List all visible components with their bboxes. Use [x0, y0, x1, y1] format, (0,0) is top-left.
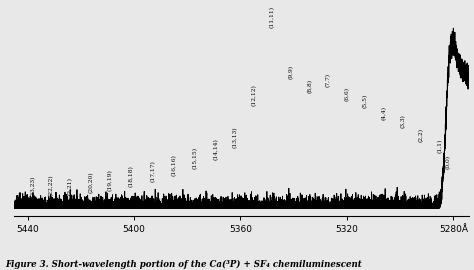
- Text: (11,11): (11,11): [270, 6, 275, 28]
- Text: (9,9): (9,9): [288, 65, 293, 79]
- Text: (17,17): (17,17): [150, 160, 155, 182]
- Text: (19,19): (19,19): [108, 169, 113, 191]
- Text: (8,8): (8,8): [307, 79, 312, 93]
- Text: (20,20): (20,20): [89, 172, 94, 194]
- Text: (7,7): (7,7): [326, 73, 331, 87]
- Text: (1,1): (1,1): [438, 139, 443, 153]
- Text: (15,15): (15,15): [192, 147, 198, 169]
- Text: (4,4): (4,4): [382, 106, 387, 120]
- Text: (12,12): (12,12): [251, 85, 256, 106]
- Text: Figure 3. Short-wavelength portion of the Ca(³P) + SF₄ chemiluminescent: Figure 3. Short-wavelength portion of th…: [5, 259, 362, 269]
- Text: (16,16): (16,16): [171, 154, 176, 176]
- Text: (18,18): (18,18): [129, 165, 134, 187]
- Text: (0,0): (0,0): [446, 155, 451, 169]
- Text: (3,3): (3,3): [400, 114, 405, 128]
- Text: (13,13): (13,13): [233, 126, 237, 147]
- Text: (22,22): (22,22): [49, 175, 54, 197]
- Text: (6,6): (6,6): [344, 86, 349, 100]
- Text: (2,2): (2,2): [419, 127, 424, 142]
- Text: (5,5): (5,5): [363, 94, 368, 108]
- Text: (14,14): (14,14): [214, 138, 219, 160]
- Text: (23,23): (23,23): [30, 176, 36, 197]
- Text: (2,21): (2,21): [67, 177, 73, 195]
